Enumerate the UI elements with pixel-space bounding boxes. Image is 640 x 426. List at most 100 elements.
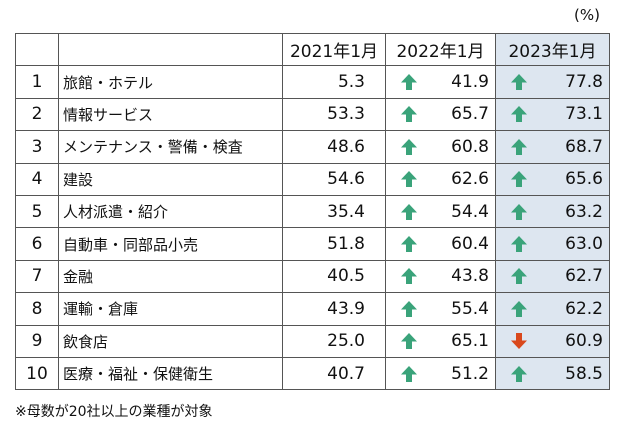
value-number: 68.7 [565,136,603,157]
table-row: 4 建設 54.6 62.6 65.6 [15,162,610,196]
table-row: 3 メンテナンス・警備・検査 48.6 60.8 68.7 [15,130,610,164]
value-number: 62.6 [451,169,489,190]
up-arrow-icon [401,138,417,155]
value-2023-cell: 63.0 [495,227,610,261]
up-arrow-icon [401,171,417,188]
value-2023-cell: 60.9 [495,324,610,358]
table-row: 6 自動車・同部品小売 51.8 60.4 63.0 [15,227,610,261]
up-arrow-icon [511,203,527,220]
industry-name-cell: 情報サービス [58,97,283,132]
value-2022-cell: 55.4 [385,292,496,326]
header-2021: 2021年1月 [282,32,386,67]
industry-name-cell: 人材派遣・紹介 [58,194,283,229]
value-2022-cell: 65.1 [385,324,496,358]
value-2021-cell: 51.8 [282,227,386,261]
value-2023-cell: 73.1 [495,97,610,132]
value-2023-cell: 65.6 [495,162,610,196]
value-number: 65.6 [565,169,603,190]
up-arrow-icon [511,74,527,91]
value-2022-cell: 43.8 [385,259,496,294]
industry-name-cell: 運輸・倉庫 [58,292,283,326]
value-number: 73.1 [565,104,603,125]
value-number: 43.8 [451,266,489,287]
value-2021-cell: 48.6 [282,130,386,164]
up-arrow-icon [401,333,417,350]
value-2021-cell: 40.5 [282,259,386,294]
value-number: 60.4 [451,234,489,255]
down-arrow-icon [511,333,527,350]
rank-cell: 3 [15,130,59,164]
industry-name-cell: 旅館・ホテル [58,65,283,99]
value-2021-cell: 5.3 [282,65,386,99]
value-2022-cell: 65.7 [385,97,496,132]
value-2023-cell: 62.2 [495,292,610,326]
value-number: 58.5 [565,363,603,384]
value-number: 65.1 [451,331,489,352]
value-2023-cell: 63.2 [495,194,610,229]
industry-name-cell: 金融 [58,259,283,294]
value-number: 62.7 [565,266,603,287]
up-arrow-icon [511,236,527,253]
value-number: 51.2 [451,363,489,384]
value-2023-cell: 62.7 [495,259,610,294]
ranking-table: 2021年1月 2022年1月 2023年1月 1 旅館・ホテル 5.3 41.9 77… [15,32,610,391]
value-number: 55.4 [451,298,489,319]
value-number: 60.8 [451,136,489,157]
value-number: 77.8 [565,72,603,93]
table-row: 8 運輸・倉庫 43.9 55.4 62.2 [15,292,610,326]
up-arrow-icon [511,106,527,123]
up-arrow-icon [401,74,417,91]
up-arrow-icon [511,138,527,155]
rank-cell: 4 [15,162,59,196]
up-arrow-icon [401,365,417,382]
rank-cell: 1 [15,65,59,99]
table-row: 2 情報サービス 53.3 65.7 73.1 [15,97,610,132]
value-2022-cell: 62.6 [385,162,496,196]
table-row: 1 旅館・ホテル 5.3 41.9 77.8 [15,65,610,99]
table-row: 9 飲食店 25.0 65.1 60.9 [15,324,610,358]
header-rank-blank [15,32,59,67]
value-2022-cell: 54.4 [385,194,496,229]
header-2022: 2022年1月 [385,32,496,67]
value-2021-cell: 53.3 [282,97,386,132]
value-2021-cell: 25.0 [282,324,386,358]
industry-name-cell: 医療・福祉・保健衛生 [58,356,283,391]
up-arrow-icon [401,300,417,317]
up-arrow-icon [511,171,527,188]
value-number: 54.4 [451,201,489,222]
up-arrow-icon [511,365,527,382]
rank-cell: 8 [15,292,59,326]
footnote: ※母数が20社以上の業種が対象 [15,404,213,420]
rank-cell: 5 [15,194,59,229]
table-body: 1 旅館・ホテル 5.3 41.9 77.8 2 情報サービス 53.3 65.7 73.1 3 メン… [15,65,610,391]
industry-name-cell: 自動車・同部品小売 [58,227,283,261]
value-number: 65.7 [451,104,489,125]
rank-cell: 6 [15,227,59,261]
header-name-blank [58,32,283,67]
value-2023-cell: 77.8 [495,65,610,99]
rank-cell: 7 [15,259,59,294]
value-number: 63.0 [565,234,603,255]
header-row: 2021年1月 2022年1月 2023年1月 [15,32,610,67]
value-number: 60.9 [565,331,603,352]
up-arrow-icon [511,300,527,317]
value-2022-cell: 60.4 [385,227,496,261]
up-arrow-icon [401,268,417,285]
up-arrow-icon [401,106,417,123]
value-2021-cell: 35.4 [282,194,386,229]
value-number: 62.2 [565,298,603,319]
up-arrow-icon [511,268,527,285]
table-row: 10 医療・福祉・保健衛生 40.7 51.2 58.5 [15,356,610,391]
value-2022-cell: 60.8 [385,130,496,164]
up-arrow-icon [401,203,417,220]
rank-cell: 2 [15,97,59,132]
rank-cell: 10 [15,356,59,391]
value-number: 63.2 [565,201,603,222]
header-2023: 2023年1月 [495,32,610,67]
value-2022-cell: 41.9 [385,65,496,99]
value-2021-cell: 40.7 [282,356,386,391]
industry-name-cell: メンテナンス・警備・検査 [58,130,283,164]
table-row: 5 人材派遣・紹介 35.4 54.4 63.2 [15,194,610,229]
industry-name-cell: 飲食店 [58,324,283,358]
industry-name-cell: 建設 [58,162,283,196]
